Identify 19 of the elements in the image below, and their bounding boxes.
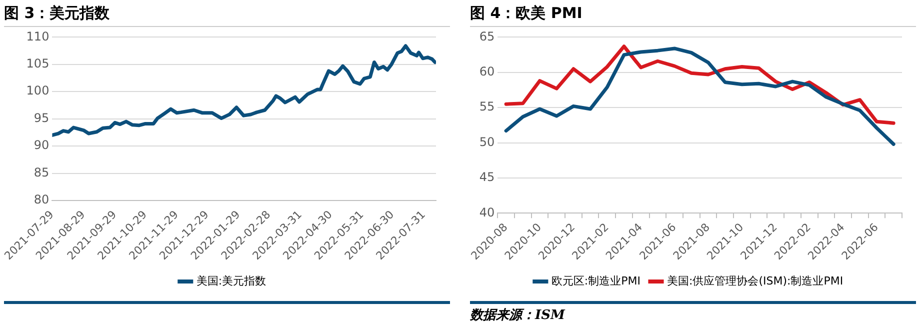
y-tick-label: 55 bbox=[479, 100, 495, 114]
y-tick-label: 40 bbox=[479, 205, 495, 220]
y-tick-label: 100 bbox=[26, 84, 50, 98]
legend-label: 欧元区:制造业PMI bbox=[551, 274, 640, 288]
source-note: 数据来源：ISM bbox=[470, 301, 916, 330]
y-tick-label: 45 bbox=[479, 170, 495, 184]
y-tick-label: 65 bbox=[479, 29, 495, 44]
legend-label: 美国:供应管理协会(ISM):制造业PMI bbox=[666, 274, 844, 288]
y-tick-label: 105 bbox=[26, 56, 50, 71]
chart-title: 图 3：美元指数 bbox=[4, 0, 450, 27]
y-tick-label: 85 bbox=[34, 165, 50, 180]
y-tick-label: 50 bbox=[479, 134, 495, 149]
legend-label: 美国:美元指数 bbox=[196, 274, 266, 288]
y-tick-label: 110 bbox=[26, 29, 50, 44]
y-tick-label: 90 bbox=[34, 138, 50, 152]
y-tick-label: 80 bbox=[34, 192, 50, 207]
chart-title: 图 4：欧美 PMI bbox=[470, 0, 916, 27]
y-tick-label: 95 bbox=[34, 110, 50, 125]
y-tick-label: 60 bbox=[479, 64, 495, 79]
